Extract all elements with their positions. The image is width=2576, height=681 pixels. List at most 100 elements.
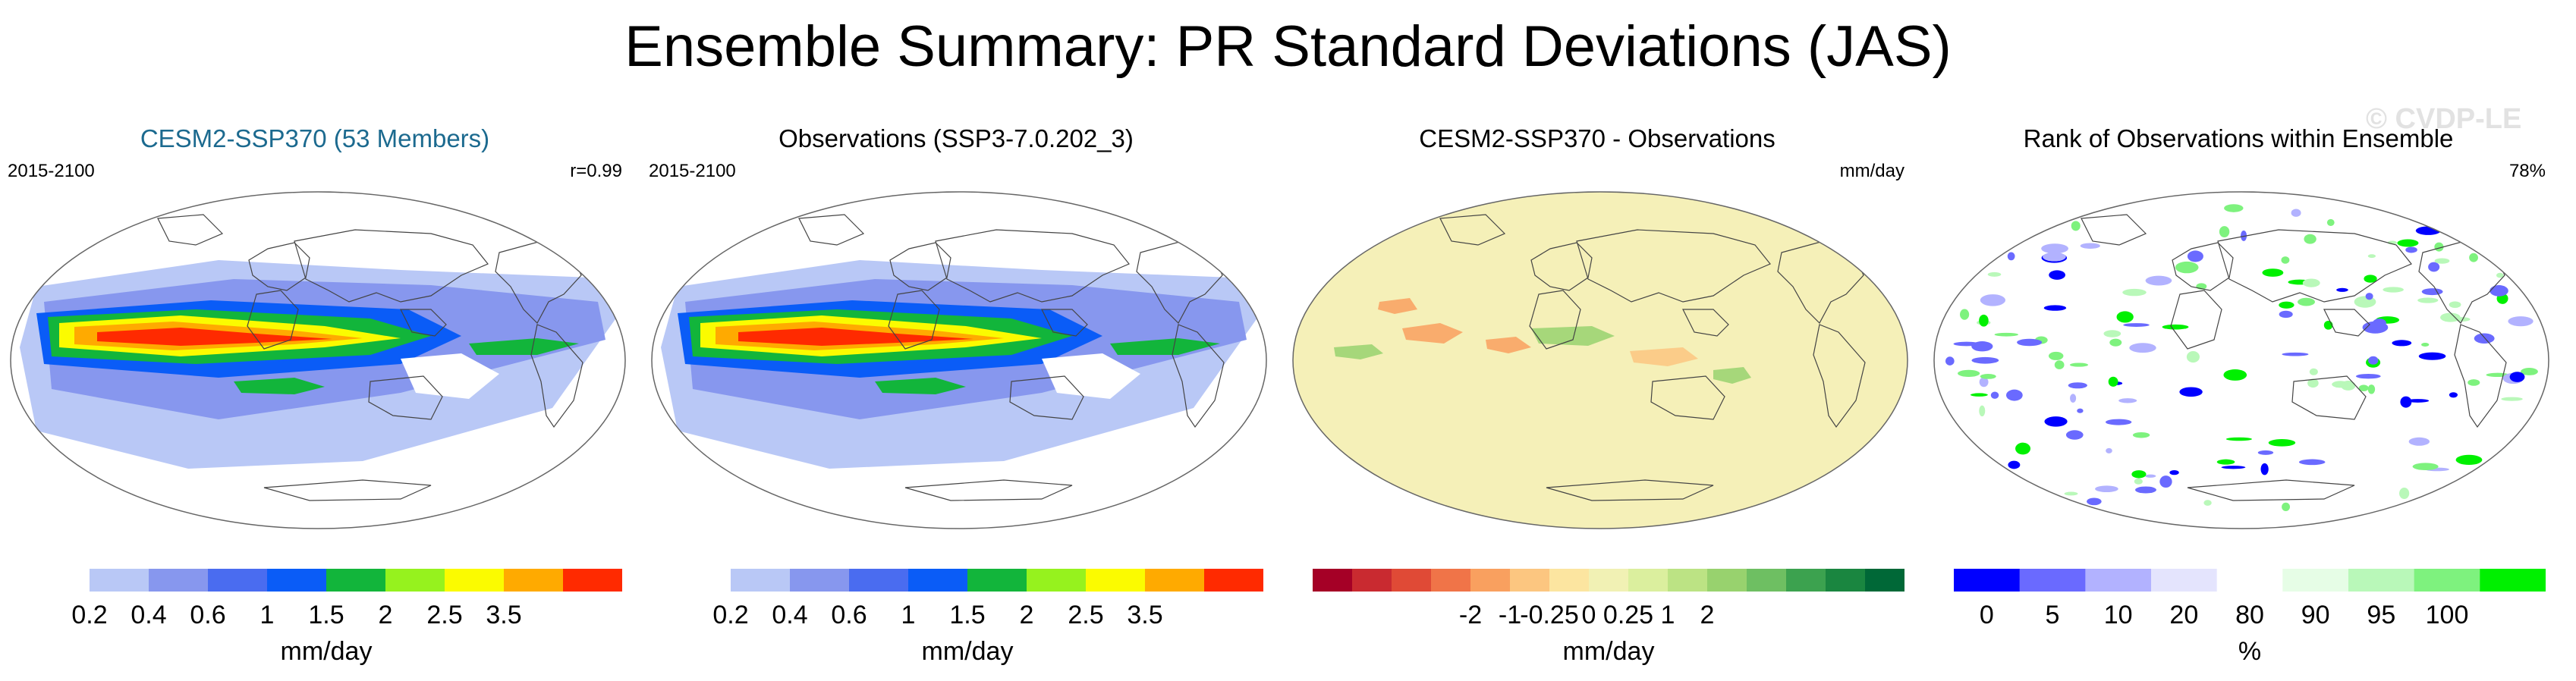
map-rank-patch [1980, 294, 2006, 306]
map-contour-region [1713, 367, 1751, 384]
colorbar-tick-label: 0 [1980, 601, 1994, 629]
map-rank-patch [2007, 252, 2015, 261]
rank-percent-label: 78% [2508, 161, 2546, 181]
map-rank-patch [2302, 278, 2320, 287]
map-rank-patch [2405, 246, 2417, 253]
colorbar-swatch [2414, 569, 2480, 592]
map-rank-patch [2015, 442, 2031, 455]
map-field [652, 192, 1266, 529]
map-rank-patch [2291, 209, 2301, 217]
map-rank-patch [2095, 485, 2118, 493]
map-rank-patch [2065, 430, 2084, 440]
map-contour-region [1630, 347, 1698, 366]
map-rank-patch [2021, 220, 2036, 228]
colorbar-tick-label: 0.2 [712, 601, 748, 629]
colorbar-swatch [1628, 569, 1669, 592]
map-rank-patch [2008, 460, 2021, 469]
map-rank-patch [2485, 475, 2497, 485]
map-rank-patch [1939, 475, 1962, 486]
map-rank-patch [2038, 496, 2056, 501]
colorbar-tick-label: -2 [1459, 601, 1482, 629]
map-rank-patch [2187, 250, 2203, 262]
colorbar-swatch [908, 569, 968, 592]
coastline [2170, 290, 2222, 350]
colorbar-swatch [967, 569, 1027, 592]
colorbar-swatch [1204, 569, 1263, 592]
colorbar-swatch [267, 569, 327, 592]
map-rank-patch [1990, 391, 1999, 399]
map-rank-patch [2134, 478, 2143, 485]
map-rank-patch [2496, 272, 2504, 278]
coastline [400, 309, 447, 337]
map-rank-patch [2105, 419, 2132, 425]
map-border [651, 191, 1267, 529]
colorbar-swatch [2282, 569, 2349, 592]
colorbar-tick-label: 1 [1661, 601, 1675, 629]
map-rank-patch [2005, 389, 2023, 401]
map-rank-patch [2408, 437, 2430, 446]
map-contour-region [1378, 298, 1417, 314]
map-rank-patch [2216, 459, 2235, 465]
colorbar-tick-label: 2 [1700, 601, 1715, 629]
coastline [263, 479, 432, 501]
colorbar-model-std: 0.2 0.4 0.6 1 1.5 2 2.5 3.5 mm/day [30, 569, 622, 666]
map-rank-patch [2455, 454, 2483, 466]
colorbar-tick-label: 3.5 [1127, 601, 1162, 629]
map-rank-patch [1971, 393, 1988, 397]
colorbar-tick-label: 1.5 [949, 601, 985, 629]
map-rank-patch [2282, 502, 2291, 511]
coastline [2187, 479, 2355, 501]
coastline [294, 229, 489, 303]
colorbar-units: mm/day [281, 637, 373, 666]
map-rank-patch [2118, 398, 2137, 403]
colorbar-tick-label: 2 [379, 601, 393, 629]
map-contour-region [1402, 323, 1463, 344]
map-rank-patch [2418, 352, 2446, 360]
map-rank-patch [2397, 239, 2419, 247]
colorbar-tick-label: 80 [2235, 601, 2264, 629]
colorbar-swatch [731, 569, 791, 592]
map-rank-patch [2505, 216, 2518, 224]
colorbar-units: mm/day [1563, 637, 1655, 666]
map-rank-patch [2169, 469, 2179, 475]
map-border [10, 191, 626, 529]
map-rank-patch [2077, 408, 2084, 413]
colorbar-tick-label: 3.5 [486, 601, 521, 629]
map-rank-patch [2008, 485, 2025, 491]
map-rank-patch [2365, 293, 2373, 300]
map-model-std [10, 191, 626, 529]
colorbar-tick-label: 1.5 [308, 601, 344, 629]
colorbar-difference: -2 -1-0.25 0 0.25 1 2 mm/day [1313, 569, 1904, 666]
map-rank-patch [2392, 340, 2412, 347]
colorbar-tick-label: 90 [2301, 601, 2330, 629]
colorbar-swatch [326, 569, 386, 592]
colorbar-tick-label: 2.5 [1068, 601, 1103, 629]
map-rank-patch [2481, 503, 2506, 512]
coastline [2081, 214, 2147, 246]
map-rank-patch [2511, 451, 2537, 461]
map-rank-patch [1953, 341, 1980, 347]
map-rank-patch [2467, 379, 2480, 386]
map-rank-patch [2279, 301, 2294, 309]
coastline [1041, 309, 1088, 337]
map-contour-region [1531, 326, 1615, 346]
colorbar-swatch [1747, 569, 1787, 592]
panel-difference: CESM2-SSP370 - Observations mm/day -2 -1-… [1282, 121, 1912, 679]
map-rank-patch [2175, 261, 2199, 274]
coastline [1576, 229, 1771, 303]
map-rank-patch [2358, 384, 2369, 391]
map-rank-patch [2281, 256, 2290, 264]
map-rank-patch [2307, 378, 2319, 388]
map-rank-patch [2355, 373, 2381, 379]
map-rank-patch [2367, 254, 2376, 259]
map-rank-patch [2364, 275, 2377, 283]
map-rank-patch [2512, 249, 2538, 254]
colorbar-swatch [1027, 569, 1087, 592]
map-rank-patch [2514, 253, 2535, 265]
colorbar-swatch [1707, 569, 1747, 592]
map-rank-patch [2406, 399, 2430, 403]
map-rank-patch [2080, 243, 2100, 249]
coastline [530, 324, 583, 428]
map-field [11, 192, 625, 529]
map-background [1934, 192, 2549, 529]
